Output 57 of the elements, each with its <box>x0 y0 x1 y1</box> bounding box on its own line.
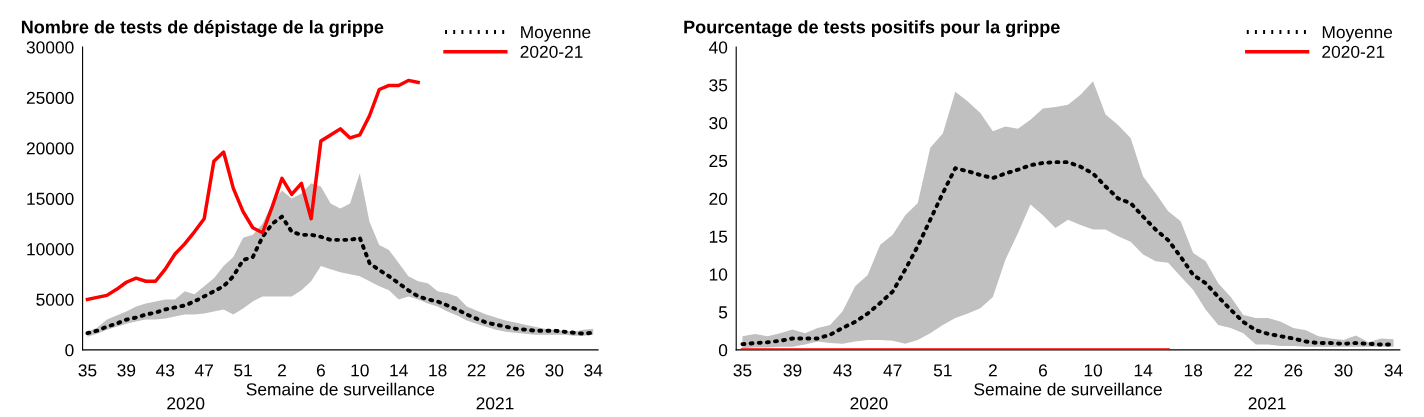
x-tick-label: 34 <box>584 364 603 377</box>
x-tick-label: 47 <box>883 364 902 377</box>
y-tick-label: 40 <box>708 41 728 54</box>
x-tick-label: 2 <box>278 364 286 377</box>
legend-label: 2020-21 <box>1322 45 1385 58</box>
x-tick-label: 6 <box>1039 364 1048 377</box>
chart-title: Nombre de tests de dépistage de la grippe <box>21 19 384 38</box>
x-tick-label: 2 <box>988 364 997 377</box>
x-axis-title: Semaine de surveillance <box>974 382 1162 396</box>
text: 2021 <box>1248 397 1286 410</box>
y-tick-label: 30 <box>709 116 728 130</box>
legend-label: Moyenne <box>1322 26 1393 42</box>
x-tick-label: 18 <box>429 364 447 377</box>
x-tick-label: 26 <box>1284 364 1303 377</box>
y-tick-label: 0 <box>718 344 728 357</box>
x-tick-label: 18 <box>1184 364 1203 377</box>
x-tick-label: 14 <box>390 364 408 377</box>
x-tick-label: 35 <box>733 364 752 377</box>
text: 2020 <box>167 397 205 410</box>
y-tick-label: 10000 <box>27 243 74 256</box>
x-tick-label: 10 <box>351 364 369 377</box>
x-tick-label: 30 <box>1334 364 1353 377</box>
x-tick-label: 22 <box>1234 364 1253 377</box>
x-tick-label: 47 <box>194 364 213 377</box>
x-tick-label: 43 <box>833 364 852 377</box>
y-tick-label: 30000 <box>26 41 74 54</box>
x-tick-label: 51 <box>234 364 252 377</box>
y-tick-label: 15000 <box>27 192 74 205</box>
y-tick-label: 0 <box>65 344 74 357</box>
x-tick-label: 39 <box>783 364 802 377</box>
x-tick-label: 10 <box>1084 364 1103 377</box>
y-tick-label: 20 <box>709 192 728 205</box>
y-tick-label: 25 <box>709 154 728 168</box>
chart-title: Pourcentage de tests positifs pour la grippe <box>684 20 1060 38</box>
x-tick-label: 26 <box>506 364 525 377</box>
text: 2020 <box>850 397 888 410</box>
x-tick-label: 6 <box>316 364 325 377</box>
x-tick-label: 14 <box>1134 364 1153 377</box>
x-tick-label: 43 <box>156 364 175 377</box>
x-tick-label: 30 <box>545 364 564 377</box>
legend-label: 2020-21 <box>520 45 583 58</box>
line-series <box>85 78 420 302</box>
x-tick-label: 51 <box>933 364 952 377</box>
y-tick-label: 5 <box>718 306 728 319</box>
x-tick-label: 34 <box>1384 364 1403 377</box>
x-tick-label: 22 <box>467 364 486 377</box>
x-tick-label: 39 <box>117 364 136 377</box>
y-tick-label: 10 <box>709 268 728 281</box>
legend-label: Moyenne <box>521 26 591 42</box>
y-tick-label: 15 <box>709 230 728 243</box>
y-tick-label: 35 <box>709 79 728 92</box>
x-axis-title: Semaine de surveillance <box>246 382 435 396</box>
y-tick-label: 25000 <box>26 91 74 105</box>
y-tick-label: 20000 <box>26 142 74 155</box>
y-tick-label: 5000 <box>36 293 74 306</box>
text: 2021 <box>476 397 514 410</box>
x-tick-label: 35 <box>78 364 97 377</box>
